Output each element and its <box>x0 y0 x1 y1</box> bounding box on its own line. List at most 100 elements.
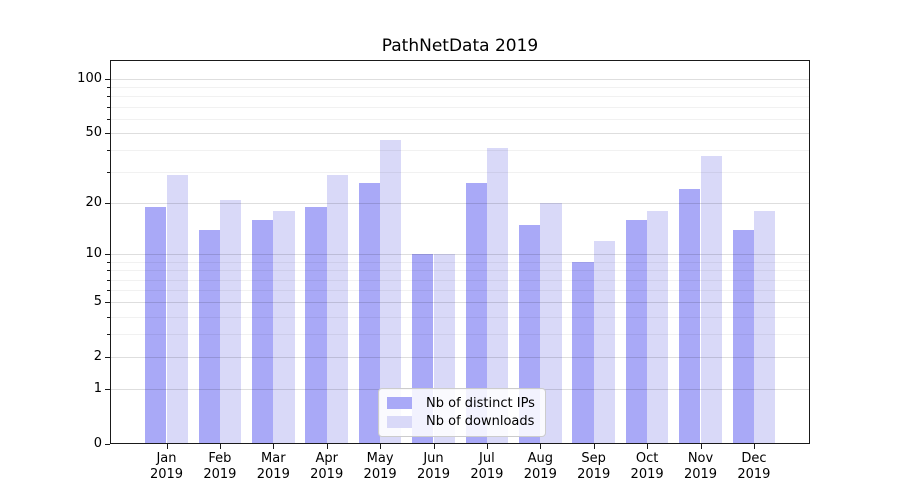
y-tick-50 <box>105 133 110 135</box>
x-tick-mar <box>273 444 275 449</box>
legend-swatch-distinct-ips <box>387 397 412 410</box>
y-tick-2 <box>105 357 110 359</box>
y-minor-tick-3 <box>107 334 110 336</box>
x-tick-label-year-oct: 2019 <box>630 467 664 482</box>
y-tick-label-2: 2 <box>93 349 102 365</box>
x-tick-nov <box>700 444 702 449</box>
y-tick-5 <box>105 302 110 304</box>
minor-gridline-y-9 <box>111 261 809 263</box>
legend-swatch-downloads <box>387 415 412 428</box>
bar-downloads-nov <box>700 156 722 444</box>
x-tick-label-jul: Jul 2019 <box>455 451 519 483</box>
y-tick-label-10: 10 <box>85 246 102 262</box>
y-tick-label-20: 20 <box>85 195 102 211</box>
x-tick-oct <box>647 444 649 449</box>
x-tick-label-nov: Nov 2019 <box>669 451 733 483</box>
bar-downloads-oct <box>647 211 669 444</box>
x-tick-label-jan: Jan 2019 <box>135 451 199 483</box>
minor-gridline-y-6 <box>111 290 809 292</box>
x-tick-label-year-feb: 2019 <box>203 467 237 482</box>
x-tick-label-month-oct: Oct <box>635 451 659 466</box>
x-tick-jul <box>486 444 488 449</box>
x-tick-label-aug: Aug 2019 <box>508 451 572 483</box>
legend-label-downloads: Nb of downloads <box>426 414 535 430</box>
y-minor-tick-70 <box>107 106 110 108</box>
x-tick-label-month-jul: Jul <box>479 451 495 466</box>
x-tick-label-year-aug: 2019 <box>523 467 557 482</box>
x-tick-label-year-sep: 2019 <box>577 467 611 482</box>
x-tick-label-month-jan: Jan <box>156 451 177 466</box>
x-tick-label-month-mar: Mar <box>261 451 286 466</box>
bar-downloads-jan <box>166 175 188 444</box>
x-tick-label-month-aug: Aug <box>527 451 553 466</box>
y-minor-tick-60 <box>107 118 110 120</box>
bar-ips-sep <box>572 261 594 444</box>
gridline-y-10 <box>111 254 809 256</box>
x-tick-label-month-may: May <box>366 451 394 466</box>
bar-downloads-mar <box>273 211 295 444</box>
y-tick-label-5: 5 <box>93 294 102 310</box>
bar-downloads-feb <box>219 199 242 444</box>
x-tick-label-year-nov: 2019 <box>683 467 718 482</box>
legend-row-distinct-ips: Nb of distinct IPs <box>385 396 539 411</box>
x-tick-label-mar: Mar 2019 <box>241 451 305 483</box>
legend-row-downloads: Nb of downloads <box>385 414 539 429</box>
minor-gridline-y-70 <box>111 106 809 108</box>
bar-downloads-jul <box>486 148 509 444</box>
bar-downloads-may <box>380 139 402 444</box>
x-tick-label-month-nov: Nov <box>687 451 714 466</box>
x-tick-label-month-sep: Sep <box>581 451 606 466</box>
x-tick-sep <box>593 444 595 449</box>
x-tick-label-apr: Apr 2019 <box>295 451 359 483</box>
x-tick-apr <box>326 444 328 449</box>
x-tick-may <box>380 444 382 449</box>
x-tick-label-feb: Feb 2019 <box>188 451 252 483</box>
gridline-y-5 <box>111 302 809 304</box>
y-minor-tick-90 <box>107 87 110 89</box>
y-tick-10 <box>105 254 110 256</box>
gridline-y-2 <box>111 357 809 359</box>
x-tick-label-year-dec: 2019 <box>737 467 771 482</box>
minor-gridline-y-40 <box>111 150 809 152</box>
y-tick-0 <box>105 444 110 445</box>
x-tick-dec <box>753 444 755 449</box>
x-tick-jun <box>433 444 435 449</box>
minor-gridline-y-60 <box>111 118 809 120</box>
minor-gridline-y-80 <box>111 96 809 98</box>
x-tick-jan <box>166 444 168 449</box>
y-tick-label-50: 50 <box>85 125 102 141</box>
bar-downloads-aug <box>540 203 562 444</box>
minor-gridline-y-90 <box>111 87 809 89</box>
bar-ips-jul <box>465 183 487 444</box>
y-minor-tick-8 <box>107 270 110 272</box>
x-tick-label-dec: Dec 2019 <box>722 451 786 483</box>
gridline-y-100 <box>111 79 809 80</box>
minor-gridline-y-4 <box>111 316 809 318</box>
y-tick-label-1: 1 <box>93 381 102 397</box>
minor-gridline-y-7 <box>111 279 809 281</box>
gridline-y-20 <box>111 203 809 205</box>
bar-ips-apr <box>305 207 327 444</box>
minor-gridline-y-8 <box>111 270 809 272</box>
y-tick-20 <box>105 203 110 205</box>
x-tick-feb <box>219 444 221 449</box>
bar-ips-oct <box>625 219 648 444</box>
legend-label-distinct-ips: Nb of distinct IPs <box>426 395 535 411</box>
y-minor-tick-30 <box>107 172 110 174</box>
y-minor-tick-9 <box>107 261 110 263</box>
y-minor-tick-7 <box>107 279 110 281</box>
x-tick-label-month-jun: Jun <box>423 451 444 466</box>
minor-gridline-y-30 <box>111 172 809 174</box>
gridline-y-50 <box>111 133 809 135</box>
x-tick-label-year-mar: 2019 <box>256 467 290 482</box>
bar-ips-may <box>358 183 381 444</box>
x-tick-aug <box>540 444 542 449</box>
bar-ips-nov <box>679 189 701 444</box>
x-tick-label-may: May 2019 <box>348 451 412 483</box>
chart-title: PathNetData 2019 <box>381 36 539 56</box>
bar-downloads-dec <box>753 211 776 444</box>
x-tick-label-year-jun: 2019 <box>416 467 451 482</box>
x-tick-label-month-dec: Dec <box>741 451 767 466</box>
minor-gridline-y-3 <box>111 334 809 336</box>
